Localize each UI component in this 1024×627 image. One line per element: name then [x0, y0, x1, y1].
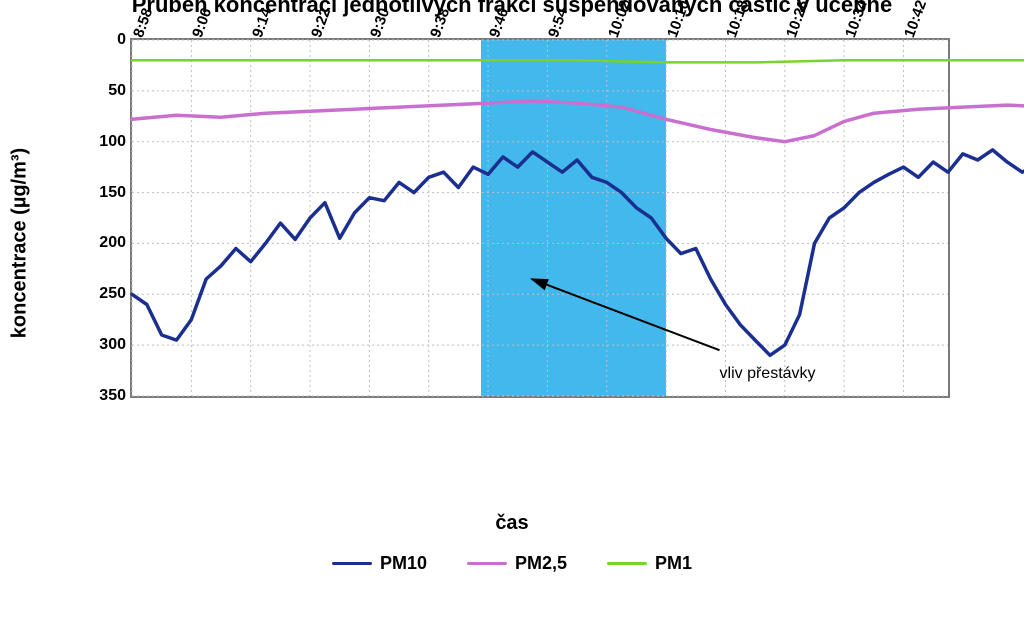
y-tick-label: 150 [99, 184, 126, 202]
y-tick-label: 350 [99, 387, 126, 405]
legend-swatch [332, 562, 372, 566]
y-tick-label: 200 [99, 234, 126, 252]
y-tick-label: 50 [108, 82, 126, 100]
y-tick-label: 300 [99, 336, 126, 354]
legend-label: PM1 [655, 553, 692, 574]
y-axis-label: koncentrace (µg/m³) [9, 148, 32, 338]
y-tick-label: 100 [99, 133, 126, 151]
chart-area: koncentrace (µg/m³) vliv přestávky 05010… [80, 28, 980, 458]
legend-swatch [607, 562, 647, 565]
y-tick-label: 250 [99, 285, 126, 303]
x-axis-label: čas [0, 512, 1024, 535]
legend-label: PM2,5 [515, 553, 567, 574]
legend-item: PM10 [332, 553, 427, 574]
legend-swatch [467, 562, 507, 566]
y-tick-label: 0 [117, 31, 126, 49]
legend-item: PM2,5 [467, 553, 567, 574]
legend-label: PM10 [380, 553, 427, 574]
legend: PM10 PM2,5 PM1 [0, 553, 1024, 574]
legend-item: PM1 [607, 553, 692, 574]
x-ticks: 8:589:069:149:229:309:389:469:5410:0210:… [130, 38, 950, 398]
